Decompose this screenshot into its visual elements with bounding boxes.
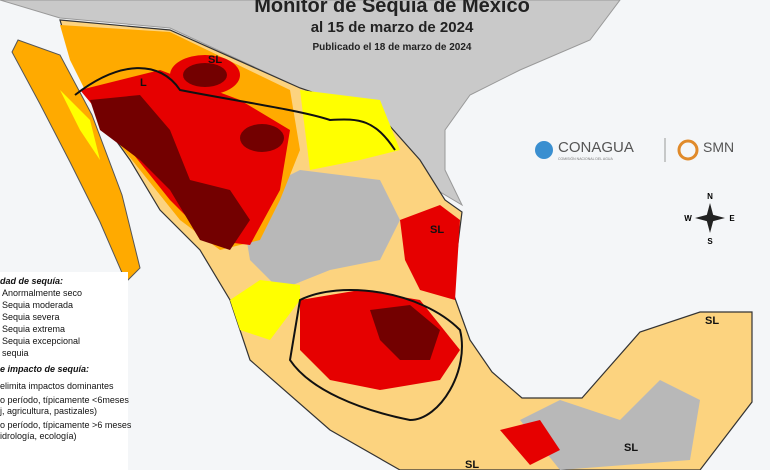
conagua-icon [535, 141, 553, 159]
title: Monitor de Sequía de México [254, 0, 530, 17]
region [60, 90, 100, 160]
date: al 15 de marzo de 2024 [311, 19, 474, 36]
legend-item: sequia [2, 348, 29, 358]
map-label: SL [624, 442, 638, 454]
legend-item: Sequia severa [2, 312, 60, 322]
compass-e: E [729, 214, 735, 223]
extreme-area [500, 420, 560, 465]
legend-title: e impacto de sequía: [0, 364, 89, 374]
legend-item: j, agricultura, pastizales) [0, 406, 97, 416]
legend-box [0, 272, 128, 470]
map-label: SL [430, 224, 444, 236]
legend-item: Sequia extrema [2, 324, 65, 334]
legend-item: Sequia moderada [2, 300, 73, 310]
compass [695, 214, 725, 222]
abnormally-dry-area [300, 90, 400, 170]
smn-icon [677, 139, 699, 161]
exceptional-area [370, 305, 440, 360]
legend-item: Anormalmente seco [2, 288, 82, 298]
conagua-subtitle: COMISIÓN NACIONAL DEL AGUA [558, 156, 613, 161]
no-drought-area [520, 380, 700, 470]
us-land [0, 0, 621, 207]
legend-item: o período, típicamente >6 meses [0, 420, 132, 430]
compass-n: N [707, 192, 713, 201]
conagua-logo: CONAGUA [558, 139, 634, 156]
map-label: L [140, 77, 147, 89]
compass-s: S [707, 237, 713, 246]
exceptional-area [183, 63, 227, 87]
legend-item: elimita impactos dominantes [0, 381, 114, 391]
impact-boundary [288, 289, 463, 422]
compass-w: W [684, 214, 692, 223]
published: Publicado el 18 de marzo de 2024 [313, 42, 472, 53]
abnormally-dry-area [230, 280, 300, 340]
impact-boundary [74, 67, 396, 151]
legend-item: Sequia excepcional [2, 336, 80, 346]
map-label: SL [465, 459, 479, 470]
legend-item: idrología, ecología) [0, 431, 77, 441]
exceptional-area [240, 124, 284, 152]
map-label: SL [208, 54, 222, 66]
legend-item: o período, típicamente <6meses [0, 395, 129, 405]
exceptional-area [90, 95, 250, 250]
smn-logo: SMN [703, 139, 734, 155]
legend: dad de sequía: Anormalmente seco Sequia mo… [0, 276, 132, 441]
map-label: SL [705, 315, 719, 327]
extreme-area [400, 205, 460, 300]
legend-title: dad de sequía: [0, 276, 63, 286]
